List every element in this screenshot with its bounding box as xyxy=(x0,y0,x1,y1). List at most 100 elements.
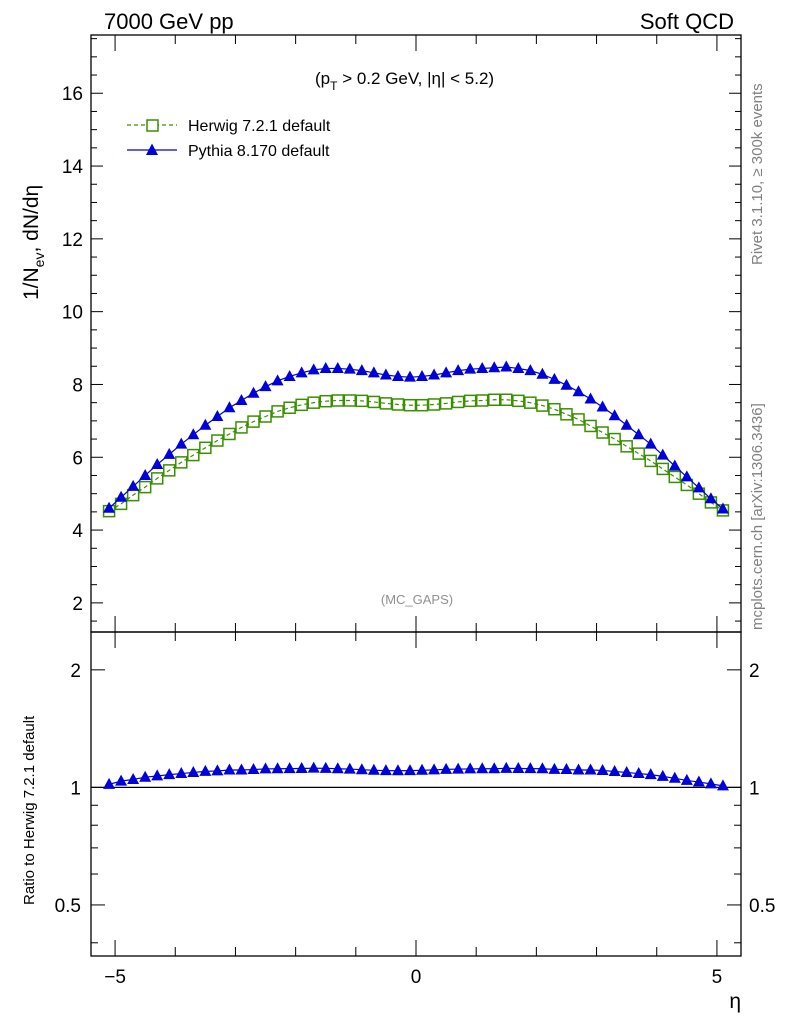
ratio-axis-ticks: −5 0 5 0.5 0.5 1 1 2 2 xyxy=(55,632,775,988)
ratio-pythia-point xyxy=(139,770,152,782)
pythia-point xyxy=(319,361,332,373)
pythia-point xyxy=(127,479,140,491)
legend-entry-herwig: Herwig 7.2.1 default xyxy=(127,118,331,135)
herwig-point xyxy=(150,472,164,485)
ratio-pythia-point xyxy=(704,777,717,789)
pythia-point xyxy=(692,481,705,493)
pythia-point xyxy=(199,418,212,430)
main-y-tick-label: 2 xyxy=(72,594,83,615)
herwig-point xyxy=(211,434,224,447)
herwig-point xyxy=(524,396,537,409)
pythia-point xyxy=(656,448,669,460)
pythia-point xyxy=(680,470,693,482)
analysis-watermark: (MC_GAPS) xyxy=(381,592,453,607)
herwig-point xyxy=(572,413,585,426)
pythia-point xyxy=(403,370,416,382)
ratio-pythia-point xyxy=(391,764,404,776)
ratio-pythia-point xyxy=(259,762,272,774)
pythia-point xyxy=(235,393,248,405)
herwig-point xyxy=(367,395,381,409)
ratio-y-tick-label-right: 1 xyxy=(749,778,760,799)
ratio-pythia-point xyxy=(572,763,585,775)
pythia-point xyxy=(560,378,573,390)
pythia-point xyxy=(524,364,537,376)
ratio-pythia-line xyxy=(108,767,724,787)
ratio-pythia-point xyxy=(151,769,164,781)
ratio-pythia-point xyxy=(367,763,380,775)
pythia-point xyxy=(632,428,645,440)
mcplots-label: mcplots.cern.ch [arXiv:1306.3436] xyxy=(749,403,766,630)
ratio-pythia-point xyxy=(271,762,284,774)
rivet-label: Rivet 3.1.10, ≥ 300k events xyxy=(749,83,766,265)
pythia-point xyxy=(416,369,429,381)
ratio-pythia-point xyxy=(596,763,609,775)
herwig-point xyxy=(512,394,525,408)
pythia-point xyxy=(428,368,441,380)
herwig-point xyxy=(451,395,465,409)
ratio-pythia-point xyxy=(115,774,128,786)
ratio-pythia-point xyxy=(692,775,705,787)
ratio-pythia-point xyxy=(500,761,513,773)
pythia-point xyxy=(271,374,284,386)
ratio-pythia-point xyxy=(187,765,200,777)
herwig-point xyxy=(415,398,429,412)
ratio-y-tick-label: 0.5 xyxy=(55,896,81,917)
main-y-tick-label: 4 xyxy=(72,521,83,542)
ratio-pythia-point xyxy=(295,761,308,773)
herwig-point xyxy=(175,456,188,469)
legend-pythia-marker xyxy=(146,143,158,155)
pythia-point xyxy=(584,392,597,404)
ratio-pythia-point xyxy=(524,762,537,774)
herwig-point xyxy=(295,398,308,412)
pythia-point xyxy=(500,360,513,372)
ratio-pythia-point xyxy=(428,763,441,775)
main-y-axis-label: 1/Nev, dN/dη xyxy=(20,185,47,300)
herwig-point xyxy=(223,427,236,441)
ratio-pythia-point xyxy=(416,763,429,775)
main-y-tick-label: 10 xyxy=(62,303,83,324)
herwig-point xyxy=(138,480,152,494)
pythia-point xyxy=(620,418,633,430)
pythia-point xyxy=(355,364,368,376)
herwig-point xyxy=(403,398,417,412)
pythia-point xyxy=(247,386,260,398)
ratio-pythia-point xyxy=(452,762,465,774)
herwig-point xyxy=(500,393,513,407)
pythia-point xyxy=(175,437,188,449)
ratio-pythia-point xyxy=(127,772,140,784)
pythia-point xyxy=(307,363,320,375)
herwig-point xyxy=(548,402,561,416)
pythia-point xyxy=(163,447,176,459)
pythia-point xyxy=(115,490,128,502)
pythia-point xyxy=(211,409,224,421)
pythia-point xyxy=(452,364,465,376)
herwig-point xyxy=(608,432,621,446)
pythia-point xyxy=(716,502,729,514)
header-right: Soft QCD xyxy=(640,9,734,34)
herwig-point xyxy=(668,470,682,484)
pythia-point xyxy=(668,459,681,471)
herwig-point xyxy=(487,393,501,407)
main-axis-ticks: 2 4 6 8 10 12 14 16 xyxy=(62,35,741,632)
pythia-point xyxy=(391,369,404,381)
legend: Herwig 7.2.1 default Pythia 8.170 defaul… xyxy=(127,118,331,160)
ratio-pythia-point xyxy=(656,769,669,781)
pythia-point xyxy=(644,437,657,449)
pythia-point xyxy=(331,361,344,373)
herwig-point xyxy=(632,447,645,460)
ratio-pythia-point xyxy=(716,779,729,791)
ratio-pythia-point xyxy=(343,762,356,774)
ratio-pythia-point xyxy=(379,764,392,776)
ratio-pythia-point xyxy=(307,761,320,773)
legend-entry-pythia: Pythia 8.170 default xyxy=(127,143,330,160)
ratio-pythia-point xyxy=(175,767,188,779)
pythia-point xyxy=(151,458,164,470)
ratio-pythia-point xyxy=(247,763,260,775)
herwig-point xyxy=(247,415,260,428)
legend-herwig-marker xyxy=(146,119,159,132)
pythia-point xyxy=(259,380,272,392)
main-y-tick-label: 14 xyxy=(62,157,84,178)
herwig-point xyxy=(596,426,609,439)
ratio-series-group xyxy=(103,761,729,791)
herwig-point xyxy=(283,401,296,415)
